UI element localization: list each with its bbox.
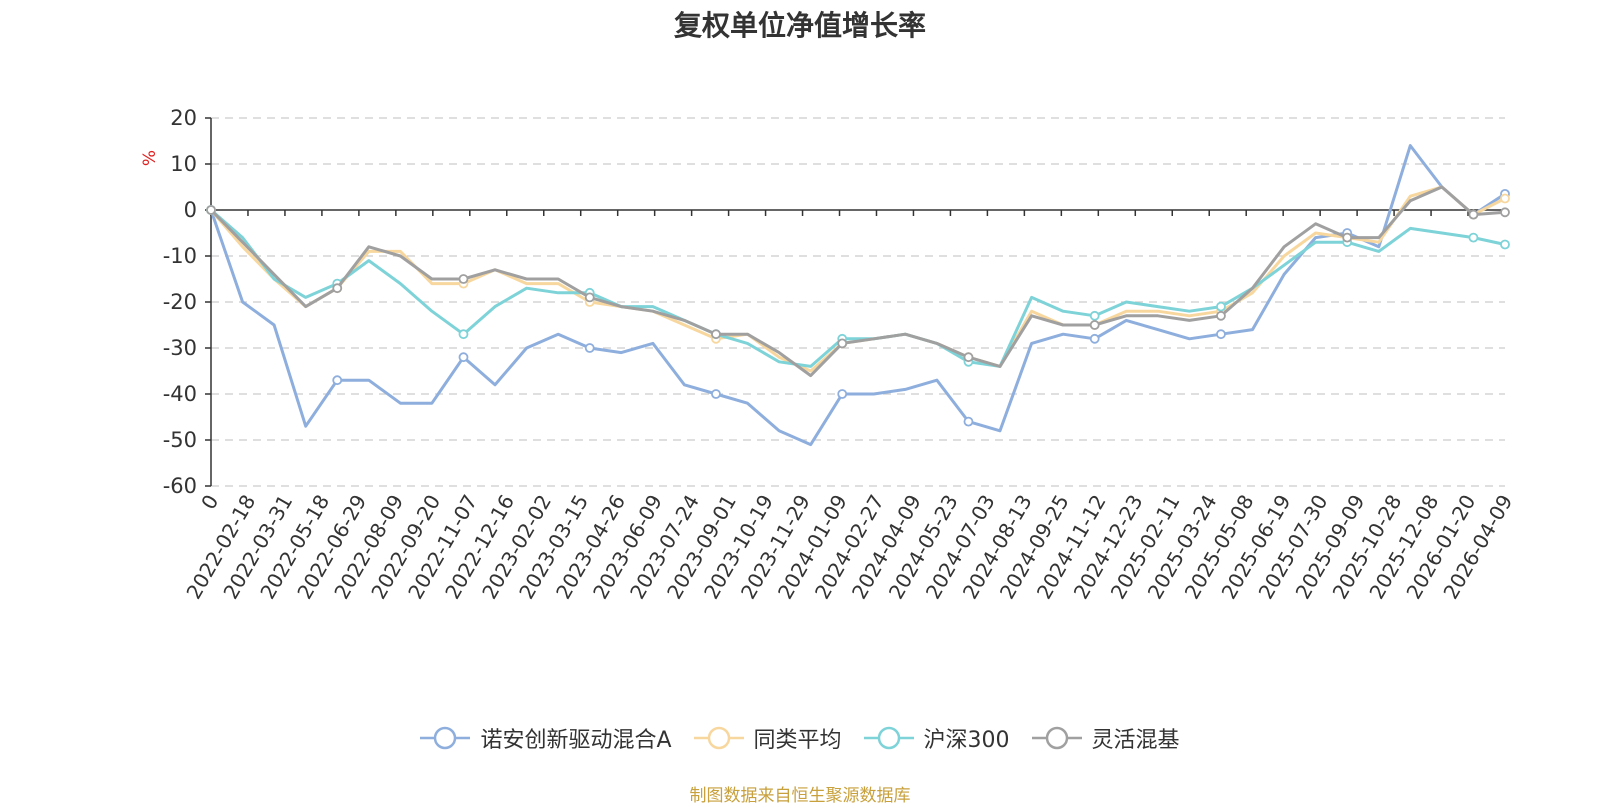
series-point-2 xyxy=(1500,239,1510,250)
legend-item[interactable]: 诺安创新驱动混合A xyxy=(420,722,672,754)
series-point-3 xyxy=(963,352,974,363)
series-line-3 xyxy=(209,185,1506,378)
legend-item[interactable]: 同类平均 xyxy=(693,722,842,754)
y-tick-label: -20 xyxy=(163,290,197,314)
series-point-1 xyxy=(1500,193,1510,204)
legend: 诺安创新驱动混合A 同类平均 沪深300 灵活混基 xyxy=(0,722,1600,754)
legend-label: 诺安创新驱动混合A xyxy=(480,728,672,753)
series-point-3 xyxy=(332,283,343,294)
series-line-0 xyxy=(209,144,1506,447)
series-point-2 xyxy=(1216,301,1226,312)
series-point-2 xyxy=(458,329,469,340)
series-point-0 xyxy=(1216,329,1226,340)
source-note: 制图数据来自恒生聚源数据库 xyxy=(689,786,911,806)
series-point-0 xyxy=(332,375,343,386)
y-tick-label: -50 xyxy=(163,428,197,452)
y-tick-label: -40 xyxy=(163,382,197,406)
legend-marker-icon xyxy=(420,726,471,750)
chart-canvas: 20100-10-20-30-40-50-60%02022-02-182022-… xyxy=(140,106,1517,603)
legend-item[interactable]: 沪深300 xyxy=(863,722,1010,754)
y-tick-label: 0 xyxy=(184,198,197,222)
legend-item[interactable]: 灵活混基 xyxy=(1031,722,1180,754)
series-line-2 xyxy=(210,208,1506,368)
series-point-0 xyxy=(458,352,469,363)
legend-label: 灵活混基 xyxy=(1091,728,1180,753)
y-tick-label: -10 xyxy=(163,244,197,268)
legend-marker-icon xyxy=(863,726,914,750)
y-tick-label: 10 xyxy=(170,152,197,176)
series-point-0 xyxy=(837,389,848,399)
series-point-3 xyxy=(1500,207,1510,218)
series-point-3 xyxy=(837,338,848,349)
legend-label: 沪深300 xyxy=(923,728,1010,753)
series-point-3 xyxy=(711,329,721,340)
legend-marker-icon xyxy=(693,726,744,750)
series-point-3 xyxy=(1468,209,1479,220)
series-line-1 xyxy=(209,185,1506,373)
y-axis-label: % xyxy=(140,150,160,166)
series-point-3 xyxy=(206,205,216,215)
series-point-0 xyxy=(711,389,721,399)
grid-layer xyxy=(211,117,1505,487)
series-point-3 xyxy=(458,274,469,284)
series-point-0 xyxy=(584,343,595,353)
series-point-2 xyxy=(1468,232,1479,243)
chart-title: 复权单位净值增长率 xyxy=(673,9,926,42)
legend-label: 同类平均 xyxy=(753,728,842,753)
series-layer xyxy=(206,144,1510,447)
series-point-3 xyxy=(584,292,595,303)
series-point-3 xyxy=(1342,232,1353,243)
y-tick-label: -30 xyxy=(163,336,197,360)
series-point-2 xyxy=(1089,310,1100,321)
x-tick-label: 0 xyxy=(196,491,223,514)
legend-marker-icon xyxy=(1031,726,1082,750)
series-point-0 xyxy=(963,416,974,427)
series-point-3 xyxy=(1089,320,1100,330)
axis-layer xyxy=(205,117,1506,487)
y-tick-label: 20 xyxy=(170,106,197,130)
y-tick-label: -60 xyxy=(163,474,197,498)
series-point-0 xyxy=(1089,333,1100,344)
series-point-3 xyxy=(1216,310,1226,321)
